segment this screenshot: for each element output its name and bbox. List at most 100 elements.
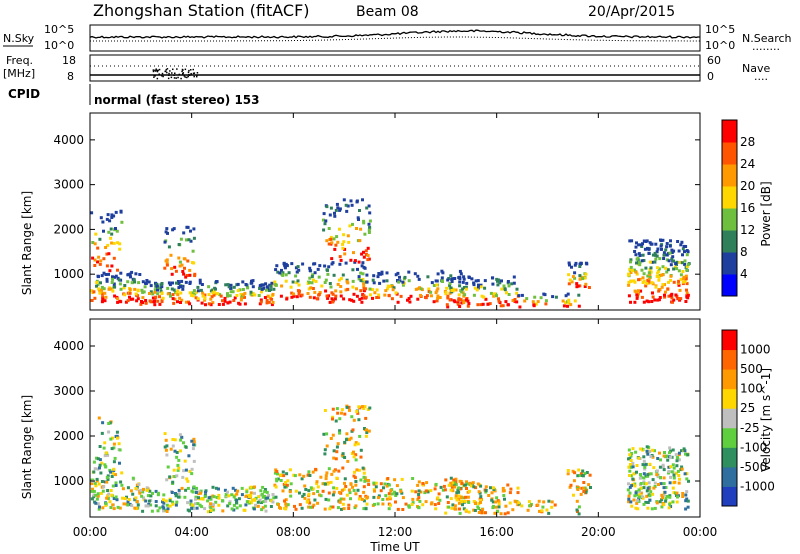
heatmap-cell	[686, 505, 690, 509]
heatmap-cell	[472, 281, 476, 285]
heatmap-cell	[238, 504, 242, 508]
heatmap-cell	[313, 290, 317, 294]
heatmap-cell	[105, 277, 109, 281]
heatmap-cell	[672, 473, 676, 477]
heatmap-cell	[313, 271, 317, 275]
heatmap-cell	[185, 225, 189, 229]
heatmap-cell	[434, 482, 438, 486]
heatmap-cell	[569, 483, 573, 487]
heatmap-cell	[109, 489, 113, 492]
heatmap-cell	[541, 505, 545, 509]
heatmap-cell	[266, 496, 270, 500]
heatmap-cell	[166, 465, 170, 469]
heatmap-cell	[640, 243, 643, 247]
heatmap-cell	[265, 285, 269, 289]
heatmap-cell	[343, 252, 347, 256]
heatmap-cell	[362, 219, 366, 223]
heatmap-cell	[662, 476, 666, 480]
heatmap-cell	[359, 227, 363, 231]
heatmap-cell	[164, 259, 168, 263]
x-tick-label: 00:00	[73, 525, 108, 539]
heatmap-cell	[115, 436, 119, 440]
heatmap-cell	[164, 499, 168, 503]
heatmap-cell	[184, 280, 188, 284]
heatmap-cell	[567, 282, 571, 286]
heatmap-cell	[340, 488, 344, 492]
heatmap-cell	[192, 443, 196, 447]
heatmap-cell	[635, 464, 639, 467]
heatmap-cell	[228, 300, 232, 304]
heatmap-cell	[173, 297, 177, 301]
heatmap-cell	[407, 297, 411, 300]
heatmap-cell	[119, 210, 123, 214]
heatmap-cell	[307, 287, 311, 291]
heatmap-cell	[277, 503, 280, 506]
heatmap-cell	[424, 296, 428, 300]
heatmap-cell	[289, 285, 293, 289]
heatmap-cell	[298, 473, 302, 477]
heatmap-cell	[104, 295, 108, 299]
colorbar-segment	[722, 486, 737, 507]
heatmap-cell	[642, 502, 646, 506]
heatmap-cell	[250, 279, 253, 283]
heatmap-cell	[574, 261, 578, 265]
heatmap-cell	[141, 296, 145, 300]
heatmap-cell	[635, 493, 639, 497]
heatmap-cell	[657, 483, 660, 486]
heatmap-cell	[368, 293, 372, 297]
heatmap-cell	[325, 444, 329, 448]
heatmap-cell	[101, 297, 105, 301]
heatmap-cell	[627, 482, 630, 486]
heatmap-cell	[190, 439, 194, 443]
heatmap-cell	[660, 493, 664, 497]
freq-scatter-point	[152, 69, 155, 71]
heatmap-cell	[180, 298, 184, 302]
heatmap-cell	[465, 480, 468, 484]
heatmap-cell	[135, 500, 139, 504]
heatmap-cell	[362, 250, 365, 254]
heatmap-cell	[192, 459, 196, 463]
heatmap-cell	[467, 275, 471, 279]
heatmap-cell	[327, 227, 331, 230]
heatmap-cell	[396, 507, 400, 511]
heatmap-cell	[280, 268, 283, 272]
heatmap-cell	[430, 294, 433, 298]
heatmap-cell	[101, 421, 105, 425]
heatmap-cell	[393, 490, 397, 494]
heatmap-cell	[116, 241, 120, 245]
heatmap-cell	[419, 287, 423, 291]
heatmap-cell	[145, 488, 149, 492]
heatmap-cell	[243, 302, 247, 306]
heatmap-cell	[347, 405, 351, 409]
heatmap-cell	[661, 265, 665, 269]
colorbar-tick-label: -100	[740, 440, 767, 454]
heatmap-cell	[661, 496, 664, 500]
heatmap-cell	[144, 299, 148, 302]
heatmap-cell	[260, 287, 264, 291]
heatmap-cell	[663, 283, 666, 287]
heatmap-cell	[290, 291, 294, 295]
heatmap-cell	[360, 252, 364, 256]
heatmap-cell	[163, 240, 167, 244]
heatmap-cell	[359, 279, 363, 283]
heatmap-cell	[677, 481, 681, 485]
heatmap-cell	[342, 297, 346, 301]
heatmap-cell	[122, 286, 126, 290]
heatmap-cell	[461, 287, 465, 291]
heatmap-cell	[573, 299, 577, 303]
heatmap-cell	[497, 299, 501, 303]
heatmap-cell	[186, 259, 190, 263]
heatmap-cell	[215, 280, 219, 284]
heatmap-cell	[107, 252, 111, 256]
heatmap-cell	[105, 480, 109, 484]
heatmap-cell	[467, 501, 471, 504]
freq-scatter-point	[193, 72, 196, 74]
heatmap-cell	[663, 451, 666, 454]
heatmap-cell	[646, 501, 650, 504]
colorbar-segment	[722, 120, 737, 143]
heatmap-cell	[663, 295, 667, 299]
heatmap-cell	[329, 505, 333, 509]
freq-scatter-point	[164, 70, 166, 73]
heatmap-cell	[94, 493, 98, 497]
heatmap-cell	[352, 489, 356, 492]
